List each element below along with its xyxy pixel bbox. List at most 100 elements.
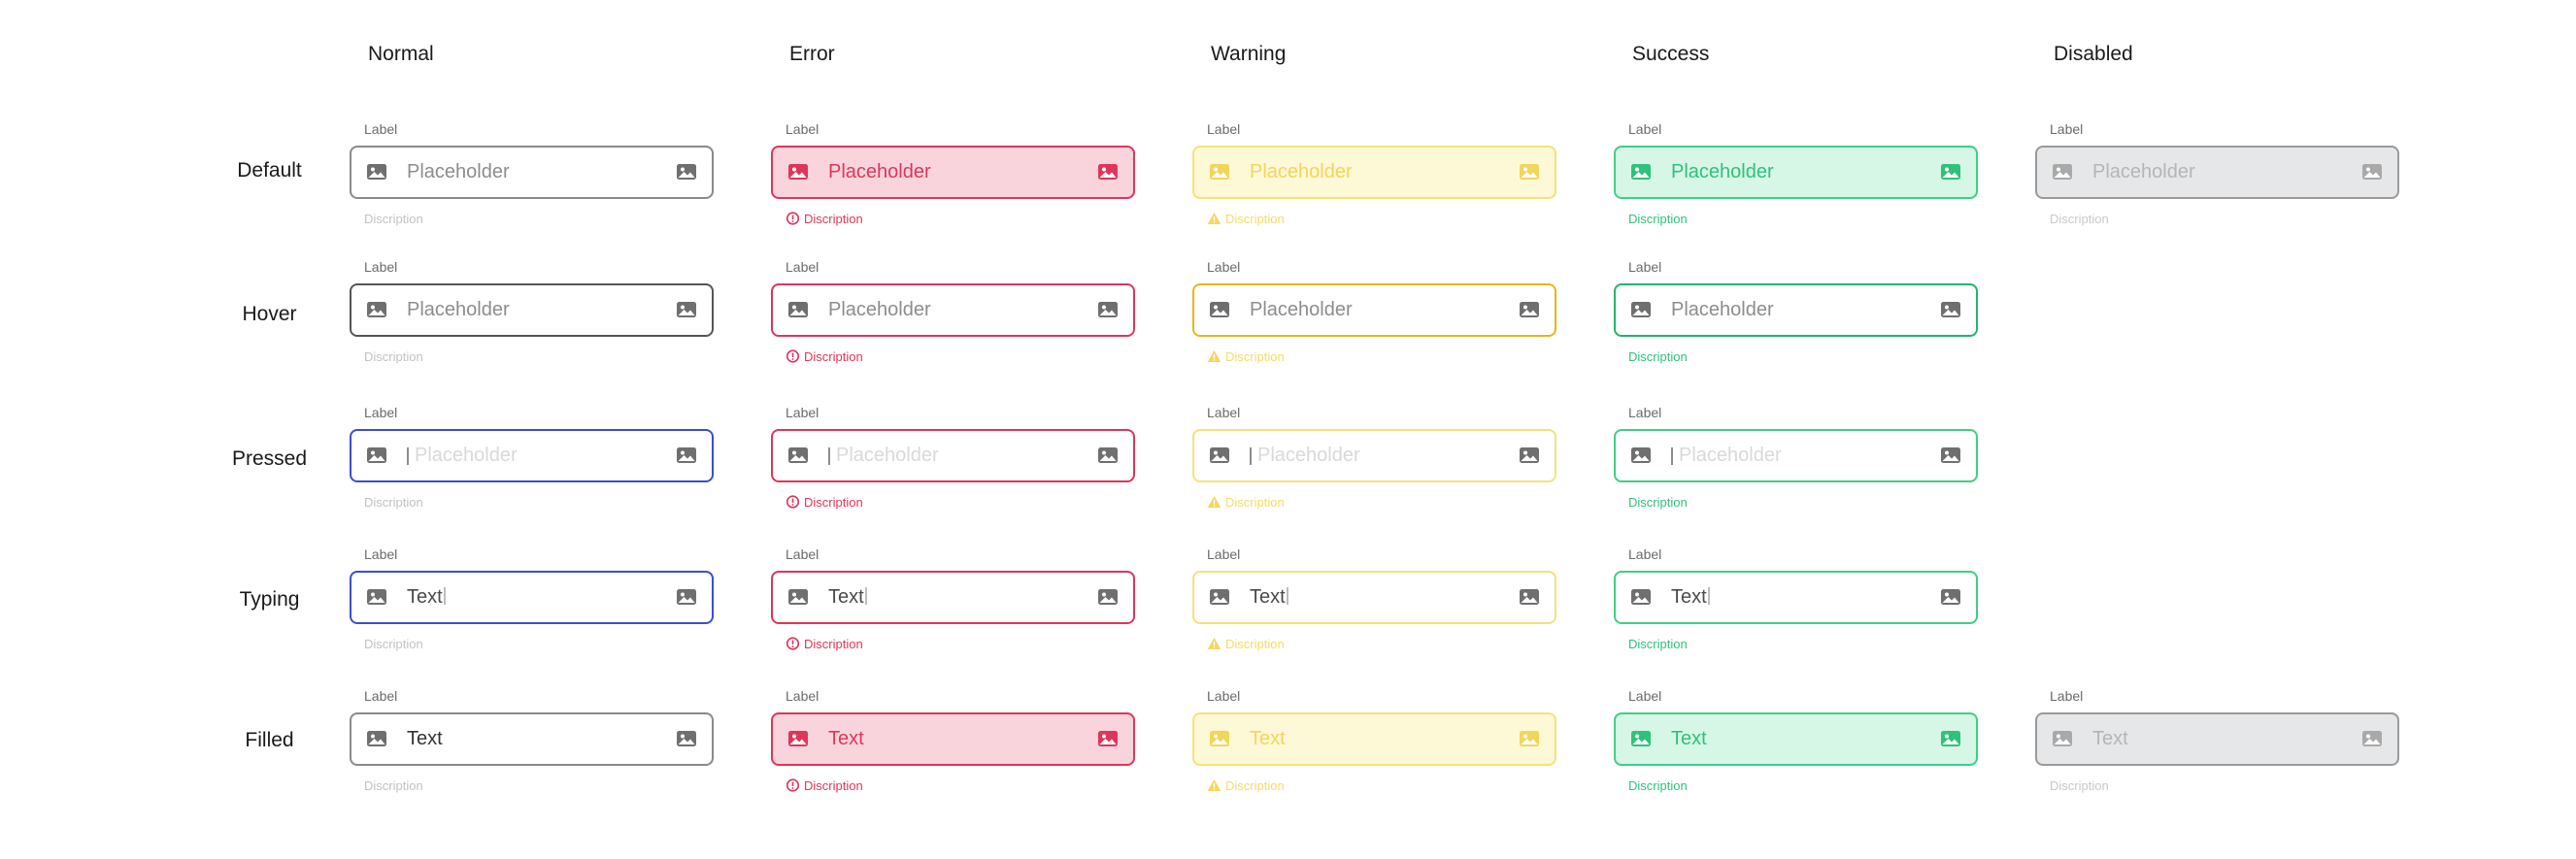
field-description: Discription xyxy=(786,349,863,365)
input-value: Text xyxy=(1250,728,1286,749)
image-icon xyxy=(366,730,387,747)
image-icon xyxy=(1940,446,1961,464)
text-input[interactable]: Placeholder xyxy=(771,429,1135,482)
field-description: Discription xyxy=(1628,637,1688,651)
alert-triangle-icon xyxy=(1207,212,1221,225)
text-input[interactable]: Placeholder xyxy=(1192,429,1556,482)
image-icon xyxy=(1519,446,1540,464)
field-description: Discription xyxy=(364,212,423,226)
text-field-warning-typing: Label Text Discription xyxy=(1192,546,1556,653)
row-header-default: Default xyxy=(237,159,302,182)
field-label: Label xyxy=(786,688,820,704)
text-input[interactable]: Text xyxy=(350,712,714,766)
text-caret xyxy=(828,447,830,465)
input-placeholder: Placeholder xyxy=(1671,299,1774,320)
image-icon xyxy=(2052,163,2073,181)
image-icon xyxy=(2052,730,2073,747)
input-value: Text xyxy=(407,728,443,749)
image-icon xyxy=(1940,301,1961,318)
image-icon xyxy=(1209,301,1230,318)
text-field-success-typing: Label Text Discription xyxy=(1614,546,1978,653)
image-icon xyxy=(1940,730,1961,747)
text-field-normal-typing: Label Text Discription xyxy=(350,546,714,653)
text-input[interactable]: Placeholder xyxy=(1192,146,1556,199)
input-value: Text xyxy=(828,728,864,749)
text-input[interactable]: Text xyxy=(771,571,1135,624)
column-header-warning: Warning xyxy=(1211,43,1287,65)
text-input[interactable]: Placeholder xyxy=(1614,429,1978,482)
input-value: Text xyxy=(1671,573,1710,622)
text-input[interactable]: Placeholder xyxy=(350,429,714,482)
field-label: Label xyxy=(1207,546,1241,562)
field-label: Label xyxy=(2050,688,2084,704)
text-input[interactable]: Placeholder xyxy=(771,146,1135,199)
field-label: Label xyxy=(2050,121,2084,137)
field-label: Label xyxy=(364,688,398,704)
field-description: Discription xyxy=(2050,212,2109,226)
field-label: Label xyxy=(786,405,820,420)
image-icon xyxy=(366,446,387,464)
field-label: Label xyxy=(364,546,398,562)
field-label: Label xyxy=(364,259,398,275)
text-field-success-pressed: Label Placeholder Discription xyxy=(1614,405,1978,512)
input-placeholder: Placeholder xyxy=(407,161,510,182)
column-header-disabled: Disabled xyxy=(2054,43,2133,65)
text-field-disabled-filled: Label Text Discription xyxy=(2035,688,2399,795)
row-header-filled: Filled xyxy=(245,729,294,751)
field-label: Label xyxy=(786,546,820,562)
text-caret xyxy=(864,587,867,605)
text-field-warning-default: Label Placeholder Discription xyxy=(1192,121,1556,228)
alert-circle-icon xyxy=(786,778,800,792)
text-input[interactable]: Text xyxy=(1192,571,1556,624)
text-input[interactable]: Placeholder xyxy=(1614,146,1978,199)
image-icon xyxy=(1209,588,1230,606)
text-input[interactable]: Placeholder xyxy=(350,146,714,199)
text-field-normal-default: Label Placeholder Discription xyxy=(350,121,714,228)
text-input: Text xyxy=(2035,712,2399,766)
text-field-success-hover: Label Placeholder Discription xyxy=(1614,259,1978,366)
row-header-pressed: Pressed xyxy=(231,447,308,470)
text-field-normal-filled: Label Text Discription xyxy=(350,688,714,795)
input-placeholder: Placeholder xyxy=(1250,161,1353,182)
text-caret xyxy=(1671,447,1673,465)
text-input[interactable]: Placeholder xyxy=(350,283,714,337)
field-description: Discription xyxy=(364,495,423,510)
input-placeholder: Placeholder xyxy=(1257,445,1360,466)
field-label: Label xyxy=(786,259,820,275)
input-value: Text xyxy=(2092,728,2128,749)
alert-circle-icon xyxy=(786,495,800,509)
text-input[interactable]: Text xyxy=(1614,712,1978,766)
field-description: Discription xyxy=(1207,637,1285,652)
image-icon xyxy=(1097,588,1119,606)
field-label: Label xyxy=(1207,405,1241,420)
text-field-warning-pressed: Label Placeholder Discription xyxy=(1192,405,1556,512)
text-input: Placeholder xyxy=(2035,146,2399,199)
text-field-error-hover: Label Placeholder Discription xyxy=(771,259,1135,366)
text-field-disabled-default: Label Placeholder Discription xyxy=(2035,121,2399,228)
text-input[interactable]: Text xyxy=(350,571,714,624)
text-input[interactable]: Placeholder xyxy=(1192,283,1556,337)
text-caret xyxy=(1286,587,1288,605)
text-input[interactable]: Text xyxy=(1614,571,1978,624)
column-header-error: Error xyxy=(789,43,835,65)
image-icon xyxy=(366,588,387,606)
input-value: Text xyxy=(1671,728,1707,749)
text-input[interactable]: Text xyxy=(771,712,1135,766)
text-caret xyxy=(1250,447,1252,465)
text-input[interactable]: Placeholder xyxy=(771,283,1135,337)
image-icon xyxy=(1519,588,1540,606)
column-header-success: Success xyxy=(1632,43,1710,65)
text-input[interactable]: Text xyxy=(1192,712,1556,766)
text-field-normal-hover: Label Placeholder Discription xyxy=(350,259,714,366)
field-description: Discription xyxy=(786,778,863,794)
text-caret xyxy=(1707,587,1710,605)
field-label: Label xyxy=(1628,259,1662,275)
image-icon xyxy=(676,301,697,318)
text-input[interactable]: Placeholder xyxy=(1614,283,1978,337)
field-label: Label xyxy=(786,121,820,137)
field-description: Discription xyxy=(1207,349,1285,365)
image-icon xyxy=(1519,730,1540,747)
alert-triangle-icon xyxy=(1207,778,1221,792)
field-label: Label xyxy=(1207,259,1241,275)
text-field-error-pressed: Label Placeholder Discription xyxy=(771,405,1135,512)
